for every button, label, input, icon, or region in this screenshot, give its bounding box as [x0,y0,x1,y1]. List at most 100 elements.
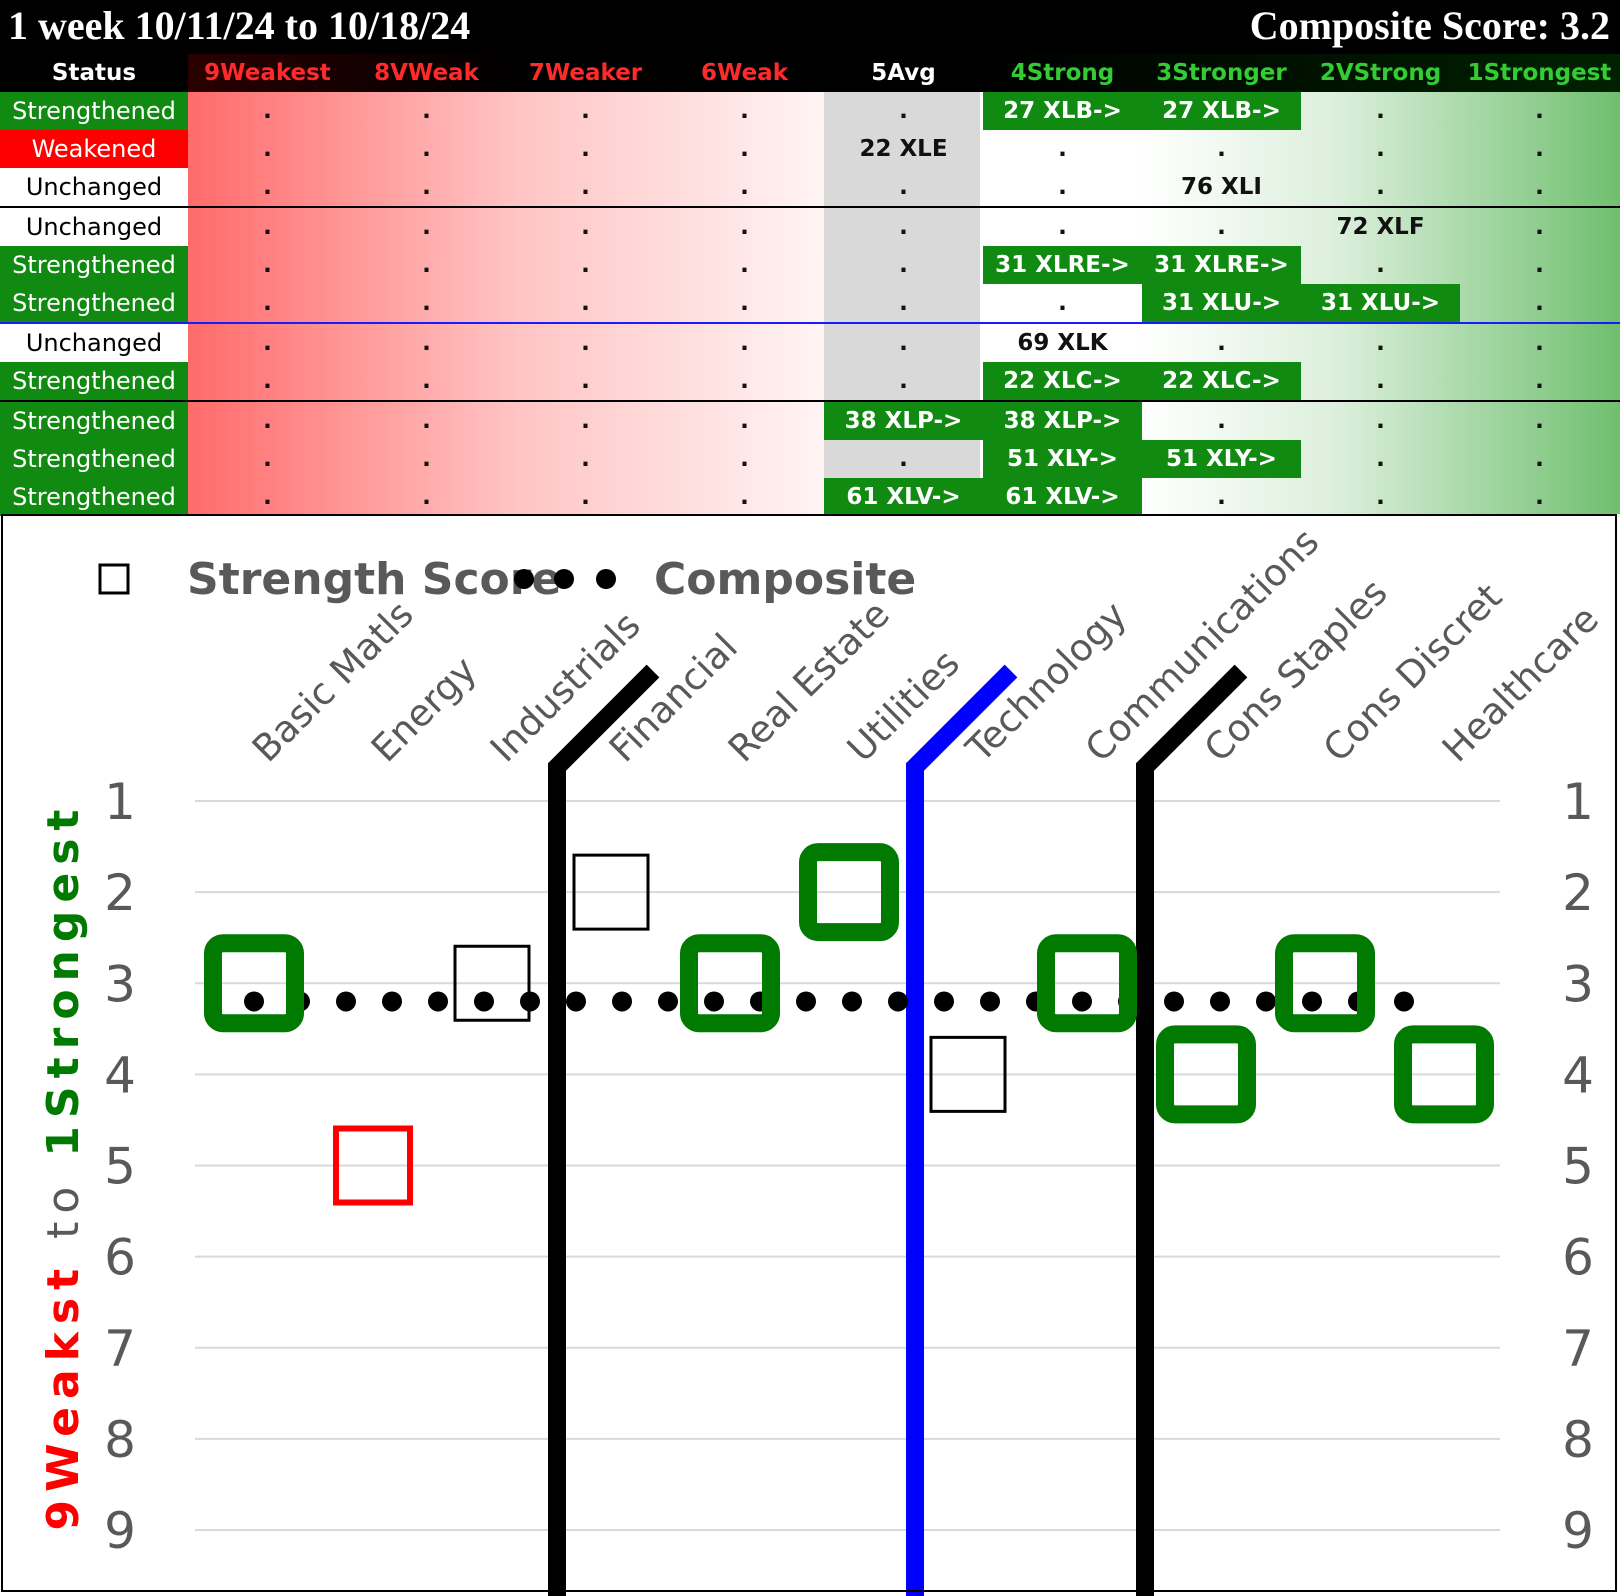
table-cell: . [263,484,272,510]
table-cell: . [1376,174,1385,200]
y-tick-right: 6 [1562,1229,1594,1287]
table-cell: . [740,136,749,162]
row-status: Strengthened [0,362,188,400]
composite-dot [980,991,1000,1012]
strength-marker [453,944,531,1022]
table-cell: . [422,408,431,434]
table-cell: . [740,214,749,240]
divider-line [1136,664,1248,1596]
y-axis-label-part: to [38,1157,89,1261]
table-cell: 31 XLRE-> [983,246,1142,284]
table-cell: . [581,408,590,434]
table-cell: 72 XLF [1336,214,1425,240]
table-cell: 27 XLB-> [1142,92,1301,130]
table-cell: . [422,98,431,124]
row-status: Unchanged [0,324,188,362]
table-cell: . [899,214,908,240]
table-cell: . [899,446,908,472]
table-cell: . [1376,98,1385,124]
table-cell: . [740,484,749,510]
table-cell: . [1535,174,1544,200]
period-title: 1 week 10/11/24 to 10/18/24 [8,3,471,48]
chart-border [1,514,1617,1592]
strength-chart: 1 1 2 2 3 3 4 4 5 5 6 6 7 7 8 8 9 9 9Weakst to 1Strongest B… [0,514,1620,1596]
composite-dot [796,991,816,1012]
table-cell: . [422,368,431,394]
composite-dot [888,991,908,1012]
y-tick-left: 1 [104,773,136,831]
table-cell: . [1058,214,1067,240]
y-tick-right: 8 [1562,1411,1594,1469]
table-cell: . [263,252,272,278]
strength-marker [680,934,780,1033]
row-status: Strengthened [0,478,188,516]
row-status: Strengthened [0,246,188,284]
composite-dot [382,991,402,1012]
table-cell: . [740,368,749,394]
column-header-5: 5Avg [871,60,936,86]
table-cell: . [899,368,908,394]
group-separator [0,322,1620,324]
legend-dot [554,569,574,589]
y-tick-right: 4 [1562,1046,1594,1104]
row-status: Strengthened [0,440,188,478]
legend-composite-label: Composite [654,554,916,605]
strength-marker [333,1125,413,1206]
composite-dot [1164,991,1184,1012]
composite-dot [1256,991,1276,1012]
column-header-9: 1Strongest [1467,60,1612,86]
table-cell: 61 XLV-> [983,478,1142,516]
table-cell: . [581,252,590,278]
composite-dot [474,991,494,1012]
table-cell: 69 XLK [1017,330,1108,356]
table-cell: . [1535,330,1544,356]
table-cell: . [1376,368,1385,394]
table-cell: . [1376,136,1385,162]
table-cell: 31 XLU-> [1301,284,1460,322]
group-separator [0,206,1620,208]
table-cell: . [263,446,272,472]
table-cell: . [422,136,431,162]
table-cell: . [740,290,749,316]
table-cell: . [263,368,272,394]
composite-score-title: Composite Score: 3.2 [1249,3,1610,48]
table-cell: . [1376,252,1385,278]
legend-dot [514,569,534,589]
y-tick-right: 9 [1562,1502,1594,1560]
legend-strength-label: Strength Score [187,554,561,605]
table-cell: . [1535,368,1544,394]
status-header: Status [51,60,137,86]
table-cell: . [1376,484,1385,510]
row-status: Unchanged [0,208,188,246]
table-cell: . [899,174,908,200]
table-cell: . [899,252,908,278]
composite-dot [842,991,862,1012]
row-status: Strengthened [0,92,188,130]
y-tick-right: 2 [1562,864,1594,922]
table-cell: . [1058,174,1067,200]
table-cell: . [1376,330,1385,356]
column-header-2: 8VWeak [374,60,479,86]
y-tick-right: 1 [1562,773,1594,831]
table-header: Status 9Weakest 8VWeak 7Weaker 6Weak 5Avg 4St… [0,54,1620,92]
table-cell: . [581,368,590,394]
y-tick-left: 7 [104,1320,136,1378]
title-bar: 1 week 10/11/24 to 10/18/24 Composite Sc… [0,0,1620,54]
table-cell: . [422,174,431,200]
strength-marker [1037,934,1137,1033]
table-cell: . [422,290,431,316]
table-cell: . [740,98,749,124]
table-cell: . [581,214,590,240]
table-cell: . [740,446,749,472]
row-status: Strengthened [0,402,188,440]
row-status: Weakened [0,130,188,168]
table-cell: . [1217,136,1226,162]
table-cell: . [263,98,272,124]
legend-square [98,563,130,595]
y-tick-left: 2 [104,864,136,922]
y-tick-left: 9 [104,1502,136,1560]
column-header-1: 9Weakest [204,60,331,86]
strength-marker [204,934,304,1033]
divider-line-blue [906,664,1018,1596]
y-tick-left: 4 [104,1046,136,1104]
